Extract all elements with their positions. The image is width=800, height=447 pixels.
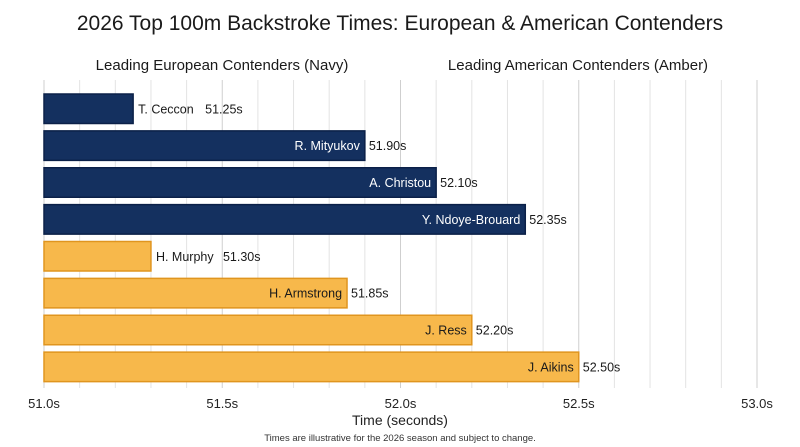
group-label-american: Leading American Contenders (Amber)	[448, 57, 708, 74]
x-axis-label: Time (seconds)	[352, 412, 448, 428]
footnote: Times are illustrative for the 2026 seas…	[264, 433, 536, 444]
bar-category-label: H. Murphy	[156, 250, 214, 264]
bars: T. Ceccon 51.25s R. Mityukov 51.90s A. Chris…	[43, 93, 621, 383]
x-tick-label: 52.5s	[563, 396, 595, 411]
bar	[43, 93, 134, 125]
bar-category-label: A. Christou	[369, 176, 431, 190]
bar-value-label: 51.90s	[369, 139, 407, 153]
chart-title: 2026 Top 100m Backstroke Times: European…	[77, 12, 723, 35]
bar-category-label: T. Ceccon	[138, 102, 194, 116]
bar	[43, 240, 152, 272]
bar-category-label: J. Aikins	[528, 360, 574, 374]
bar-category-label: H. Armstrong	[269, 287, 342, 301]
bar-value-label: 52.20s	[476, 324, 514, 338]
bar-value-label: 51.30s	[223, 250, 261, 264]
bar-value-label: 51.85s	[351, 287, 389, 301]
x-tick-label: 51.0s	[28, 396, 60, 411]
x-tick-label: 53.0s	[741, 396, 773, 411]
bar	[43, 351, 580, 383]
bar-value-label: 52.10s	[440, 176, 478, 190]
bar	[43, 277, 348, 309]
x-tick-label: 51.5s	[206, 396, 238, 411]
x-tick-label: 52.0s	[385, 396, 417, 411]
bar-category-label: J. Ress	[425, 324, 467, 338]
bar-value-label: 52.50s	[583, 360, 621, 374]
bar	[43, 130, 366, 162]
bar	[43, 203, 527, 235]
bar-value-label: 51.25s	[205, 102, 243, 116]
x-axis-ticks: 51.0s 51.5s 52.0s 52.5s 53.0s	[28, 396, 773, 411]
bar-category-label: Y. Ndoye-Brouard	[422, 213, 520, 227]
bar	[43, 167, 437, 198]
bar-category-label: R. Mityukov	[295, 139, 361, 153]
group-label-european: Leading European Contenders (Navy)	[96, 57, 349, 74]
bar	[43, 314, 473, 346]
bar-value-label: 52.35s	[529, 213, 567, 227]
